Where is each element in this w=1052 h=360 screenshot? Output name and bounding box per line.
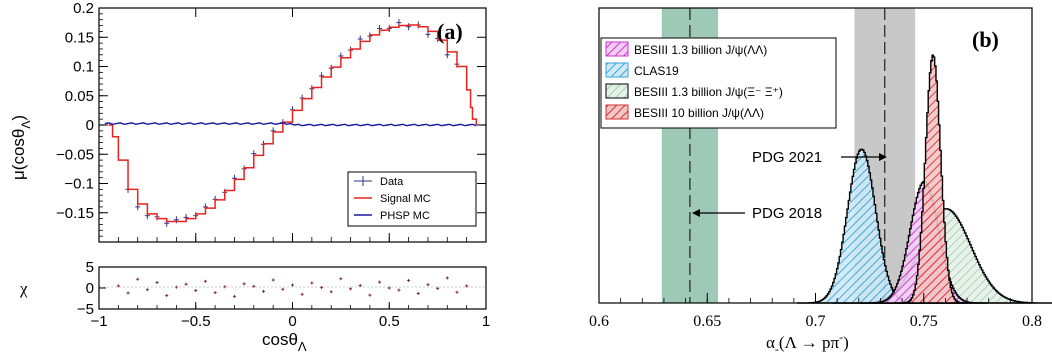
legend-bes13-swatch — [605, 41, 629, 57]
curve-besiii-10-billion-j- — [897, 54, 967, 304]
residual-points — [116, 276, 469, 298]
y-tick-label: 0.15 — [65, 29, 94, 46]
panel-a-label: (a) — [437, 19, 463, 44]
legend-bes10-swatch — [605, 104, 629, 120]
x-tick-label: 0.7 — [806, 313, 826, 330]
distribution-curves — [796, 54, 1052, 304]
x-tick-label: −0.5 — [181, 313, 211, 330]
panel-b-xlabel: α-(Λ → pπ-) — [766, 330, 849, 356]
y-tick-label: 0.05 — [65, 88, 94, 105]
annotation-pdg2018-arrowhead — [692, 209, 700, 217]
x-tick-label: 0.75 — [910, 313, 938, 330]
series-signal-mc — [108, 24, 478, 223]
y-tick-label: 0.2 — [73, 0, 94, 17]
panel-a-xlabel: cosθΛ — [262, 330, 307, 354]
x-tick-label: 0.8 — [1022, 313, 1042, 330]
residual-ylabel: χ — [19, 279, 28, 298]
y-tick-label: −0.1 — [64, 176, 94, 193]
panel-a: 0.2 0.15 0.1 0.05 0 −0.05 −0.1 −0.15 (a) μ(cosθ… — [9, 0, 490, 354]
y-tick-label: 0 — [86, 117, 94, 134]
panel-a-ylabel: μ(cosθΛ) — [9, 115, 33, 180]
legend-bes10-label: BESIII 10 billion J/ψ(ΛΛ) — [634, 106, 764, 120]
x-ticks: 0.6 0.65 0.7 0.75 0.8 — [589, 293, 1042, 330]
series-phsp-mc — [104, 122, 477, 127]
y-tick-label: −0.05 — [56, 146, 94, 163]
legend-clas-swatch — [605, 62, 629, 78]
legend-box — [600, 37, 837, 129]
y-tick-label: −0.15 — [56, 205, 94, 222]
x-tick-label: −1 — [90, 313, 107, 330]
x-tick-label: 0 — [288, 313, 296, 330]
legend-data-label: Data — [380, 176, 404, 188]
legend-phsp-label: PHSP MC — [380, 210, 430, 222]
legend-clas-label: CLAS19 — [634, 64, 679, 78]
y-ticks: 0.2 0.15 0.1 0.05 0 −0.05 −0.1 −0.15 — [56, 0, 486, 243]
annotation-pdg2021-arrowhead — [879, 153, 887, 161]
x-ticks — [98, 8, 487, 242]
res-y-tick-label: 0 — [86, 280, 94, 297]
annotation-pdg2018: PDG 2018 — [752, 205, 822, 222]
y-tick-label: 0.1 — [73, 59, 94, 76]
x-tick-label: 0.5 — [379, 313, 400, 330]
residual-y-ticks: 5 0 −5 — [77, 259, 106, 318]
legend-signal-label: Signal MC — [380, 193, 431, 205]
annotation-pdg2021: PDG 2021 — [752, 149, 822, 166]
res-y-tick-label: 5 — [86, 259, 94, 276]
panel-b: 0.6 0.65 0.7 0.75 0.8 (b) BESIII 1.3 billion… — [589, 7, 1052, 356]
legend-bes13-label: BESIII 1.3 billion J/ψ(ΛΛ) — [634, 43, 767, 57]
x-tick-label: 0.6 — [589, 313, 609, 330]
panel-b-label: (b) — [972, 27, 999, 52]
legend-xi-label: BESIII 1.3 billion J/ψ(Ξ⁻ Ξ⁺) — [634, 85, 783, 99]
panel-a-legend: Data Signal MC PHSP MC — [347, 171, 477, 227]
res-y-tick-label: −5 — [77, 301, 94, 318]
x-tick-label: 0.65 — [693, 313, 721, 330]
panel-b-legend: BESIII 1.3 billion J/ψ(ΛΛ) CLAS19 BESIII… — [600, 37, 837, 129]
residual-x-ticks: −1 −0.5 0 0.5 1 — [90, 302, 490, 330]
legend-xi-swatch — [605, 83, 629, 99]
x-tick-label: 1 — [482, 313, 490, 330]
